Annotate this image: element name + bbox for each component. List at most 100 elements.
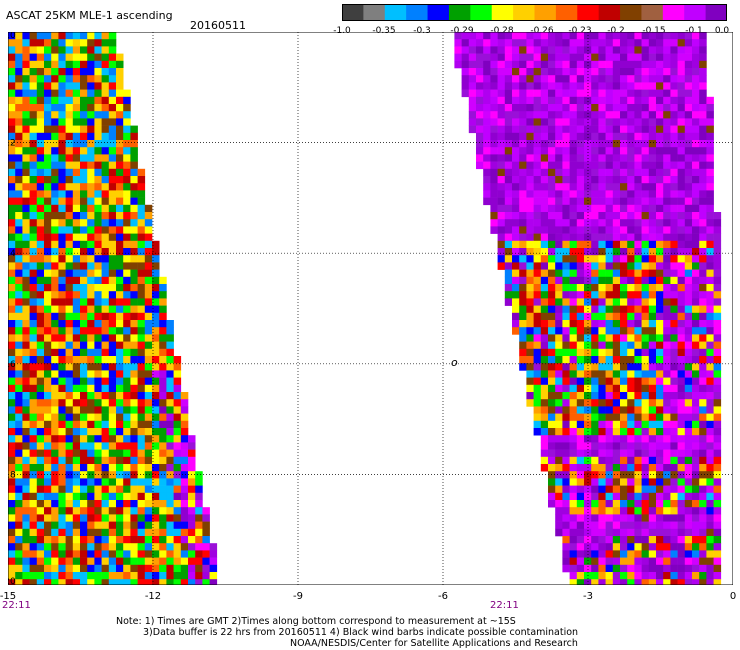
swath-pixel (641, 39, 650, 47)
swath-pixel (80, 572, 88, 580)
swath-pixel (706, 521, 714, 530)
swath-pixel (612, 212, 621, 220)
swath-pixel (72, 176, 81, 184)
swath-pixel (663, 456, 671, 465)
swath-pixel (476, 60, 484, 69)
swath-pixel (497, 262, 506, 270)
swath-pixel (526, 284, 534, 292)
swath-pixel (504, 233, 513, 242)
swath-pixel (130, 291, 138, 299)
swath-pixel (36, 32, 45, 40)
swath-pixel (166, 320, 174, 328)
swath-pixel (576, 147, 585, 155)
swath-pixel (540, 118, 549, 126)
swath-pixel (699, 226, 707, 234)
swath-pixel (663, 413, 671, 422)
swath-pixel (29, 341, 38, 350)
swath-pixel (526, 320, 534, 328)
swath-pixel (101, 168, 110, 177)
swath-pixel (519, 262, 527, 270)
swath-pixel (533, 284, 542, 292)
swath-pixel (677, 204, 686, 213)
swath-pixel (706, 464, 714, 472)
swath-pixel (166, 406, 174, 414)
swath-pixel (490, 96, 498, 105)
swath-pixel (87, 500, 95, 508)
swath-pixel (173, 456, 182, 465)
swath-pixel (555, 226, 563, 234)
swath-pixel (548, 298, 556, 306)
swath-pixel (36, 564, 45, 573)
swath-pixel (526, 82, 534, 90)
swath-pixel (713, 406, 722, 414)
swath-pixel (108, 197, 117, 206)
swath-pixel (123, 507, 131, 515)
swath-pixel (620, 348, 628, 357)
swath-pixel (706, 197, 714, 206)
swath-pixel (591, 46, 599, 54)
swath-pixel (116, 147, 124, 155)
swath-pixel (173, 500, 182, 508)
swath-pixel (44, 305, 52, 314)
swath-pixel (641, 420, 650, 429)
swath-pixel (8, 168, 16, 177)
swath-pixel (533, 212, 542, 220)
swath-pixel (123, 161, 131, 170)
swath-pixel (576, 118, 585, 126)
swath-pixel (641, 111, 650, 119)
swath-pixel (195, 536, 203, 544)
swath-pixel (490, 104, 498, 112)
swath-pixel (540, 284, 549, 292)
swath-pixel (612, 118, 621, 126)
swath-pixel (656, 334, 664, 342)
swath-pixel (634, 154, 642, 162)
swath-pixel (684, 471, 693, 479)
swath-pixel (51, 348, 59, 357)
swath-pixel (634, 334, 642, 342)
swath-pixel (612, 406, 621, 414)
swath-pixel (576, 190, 585, 198)
swath-pixel (555, 507, 563, 515)
swath-pixel (641, 183, 650, 191)
swath-pixel (101, 132, 110, 141)
swath-pixel (620, 32, 628, 40)
swath-pixel (627, 492, 635, 501)
swath-pixel (663, 543, 671, 551)
swath-pixel (598, 305, 606, 314)
swath-pixel (692, 219, 700, 227)
swath-pixel (51, 478, 59, 486)
swath-pixel (101, 550, 110, 558)
swath-pixel (58, 471, 66, 479)
swath-pixel (663, 226, 671, 234)
swath-pixel (591, 320, 599, 328)
swath-pixel (80, 183, 88, 191)
swath-pixel (634, 125, 642, 134)
swath-pixel (490, 132, 498, 141)
swath-pixel (36, 406, 45, 414)
swath-pixel (454, 53, 462, 62)
swath-pixel (663, 406, 671, 414)
swath-pixel (65, 284, 74, 292)
swath-pixel (562, 536, 570, 544)
swath-pixel (605, 104, 614, 112)
swath-pixel (620, 39, 628, 47)
swath-pixel (22, 154, 30, 162)
swath-pixel (634, 420, 642, 429)
swath-pixel (605, 348, 614, 357)
swath-pixel (80, 104, 88, 112)
swath-pixel (58, 413, 66, 422)
swath-pixel (461, 32, 470, 40)
swath-pixel (137, 291, 146, 299)
swath-pixel (15, 428, 23, 436)
swath-pixel (44, 464, 52, 472)
swath-pixel (87, 132, 95, 141)
swath-pixel (195, 579, 203, 585)
swath-pixel (468, 60, 477, 69)
swath-pixel (677, 550, 686, 558)
swath-pixel (670, 478, 678, 486)
swath-pixel (598, 190, 606, 198)
swath-pixel (692, 68, 700, 76)
swath-pixel (29, 291, 38, 299)
swath-pixel (605, 212, 614, 220)
swath-pixel (483, 125, 491, 134)
